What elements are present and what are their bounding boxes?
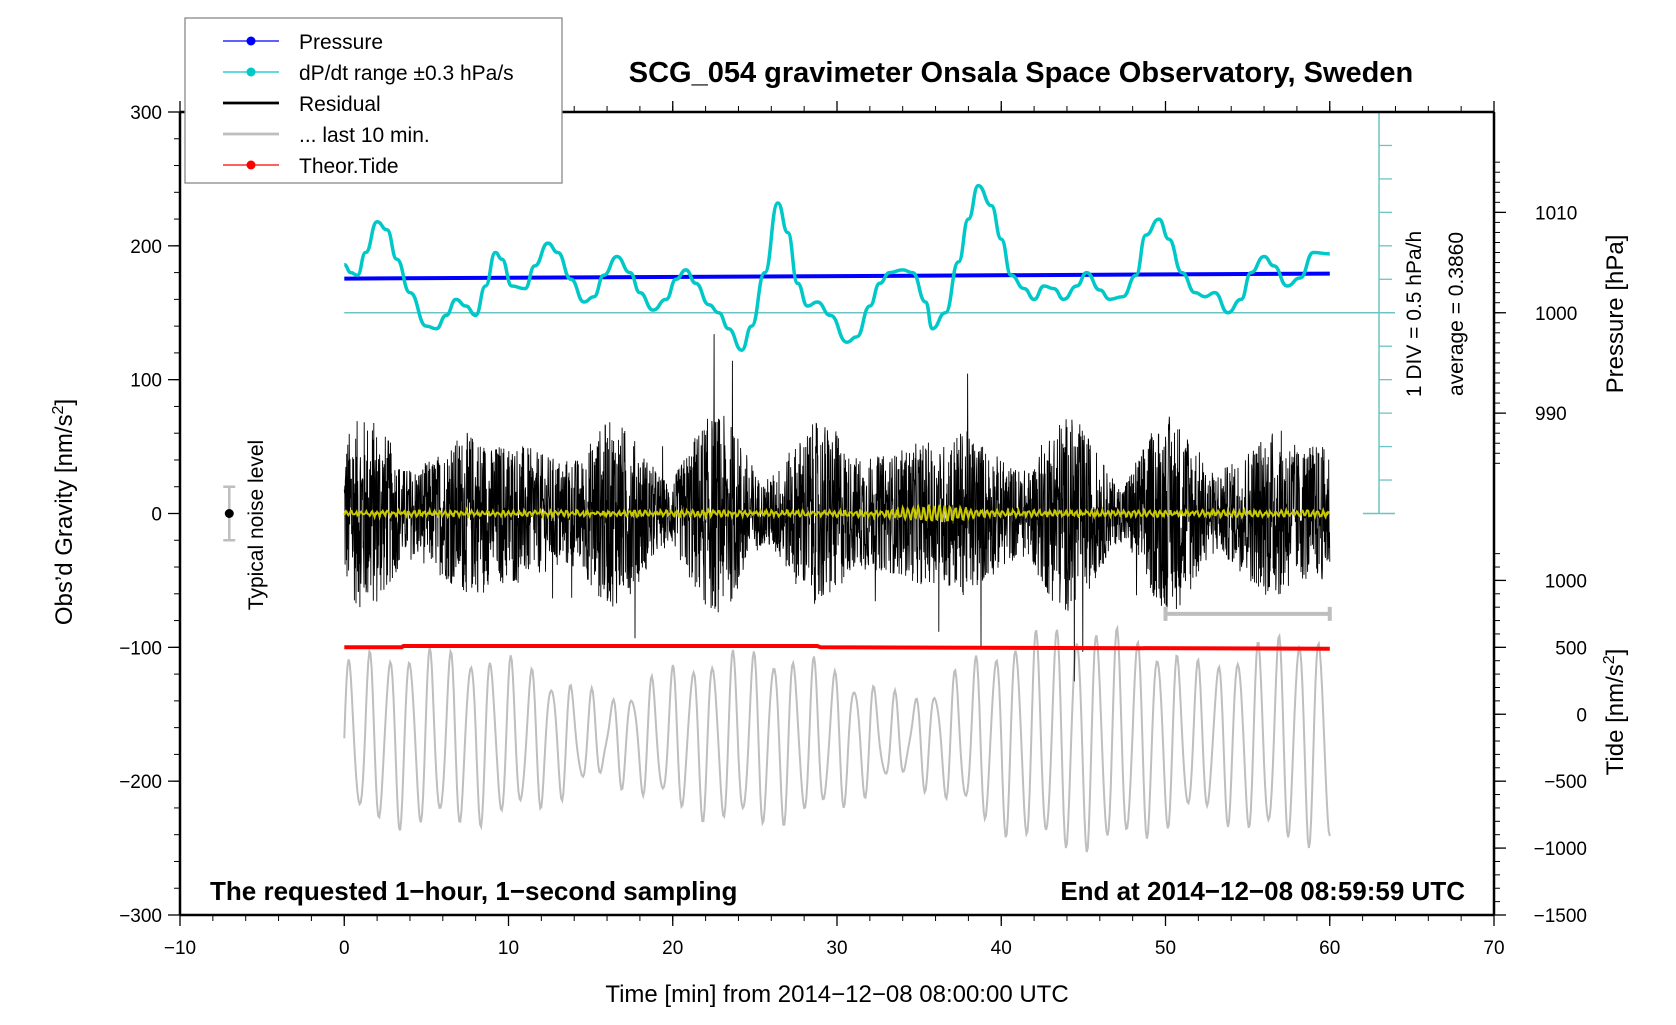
legend-box xyxy=(184,17,563,184)
tide-tick-label: −500 xyxy=(1544,772,1587,793)
legend-marker xyxy=(246,36,256,46)
x-tick-label: 70 xyxy=(1483,938,1504,959)
y-axis-left-title: Obs’d Gravity [nm/s2] xyxy=(50,399,78,625)
y-left-tick-label: −300 xyxy=(119,906,162,927)
axes: −10 0 10 20 30 40 50 60 703002001000−100−200−300… xyxy=(119,101,1587,959)
legend-label: Theor.Tide xyxy=(299,155,399,178)
legend-label: ... last 10 min. xyxy=(299,124,430,147)
theor-tide-line xyxy=(344,644,1330,651)
y-left-title-end: ] xyxy=(51,399,78,406)
y-axis-tide-title: Tide [nm/s2] xyxy=(1601,649,1629,776)
y-left-tick-label: 0 xyxy=(151,505,162,526)
pressure-tick-label: 990 xyxy=(1535,404,1567,425)
dpdt-line xyxy=(343,183,1330,352)
residual-line xyxy=(343,334,1331,682)
tide-title-sup: 2 xyxy=(1601,655,1618,664)
tide-title-end: ] xyxy=(1602,649,1629,656)
end-time-note: End at 2014−12−08 08:59:59 UTC xyxy=(1060,876,1465,906)
tide-title-main: Tide [nm/s xyxy=(1602,664,1629,775)
y-left-tick-label: −200 xyxy=(119,772,162,793)
residual-smoothed-line xyxy=(343,503,1331,523)
pressure-tick-label: 1000 xyxy=(1535,304,1577,325)
legend-label: dP/dt range ±0.3 hPa/s xyxy=(299,62,514,85)
sampling-note: The requested 1−hour, 1−second sampling xyxy=(210,876,737,906)
tide-tick-label: 0 xyxy=(1576,705,1587,726)
x-tick-label: 0 xyxy=(339,938,350,959)
legend: Pressure dP/dt range ±0.3 hPa/s Residual..… xyxy=(184,17,563,184)
tide-grey-line xyxy=(343,624,1331,853)
noise-point xyxy=(224,509,234,518)
y-axis-pressure-title: Pressure [hPa] xyxy=(1602,235,1629,394)
legend-label: Residual xyxy=(299,93,381,116)
y-left-tick-label: 300 xyxy=(130,103,162,124)
legend-marker xyxy=(246,160,256,170)
plot-area xyxy=(223,111,1396,853)
tide-tick-label: −1000 xyxy=(1534,839,1587,860)
dpdt-average-label: average = 0.3860 xyxy=(1445,232,1468,396)
y-left-title-sup: 2 xyxy=(50,405,67,414)
legend-marker xyxy=(246,67,256,77)
x-tick-label: 40 xyxy=(991,938,1012,959)
pressure-tick-label: 1010 xyxy=(1535,203,1577,224)
tide-tick-label: −1500 xyxy=(1534,906,1587,927)
x-tick-label: 60 xyxy=(1319,938,1340,959)
x-axis-title: Time [min] from 2014−12−08 08:00:00 UTC xyxy=(605,981,1068,1008)
tide-tick-label: 1000 xyxy=(1545,571,1587,592)
x-tick-label: 20 xyxy=(662,938,683,959)
y-left-tick-label: −100 xyxy=(119,638,162,659)
x-tick-label: −10 xyxy=(164,938,196,959)
legend-label: Pressure xyxy=(299,31,383,54)
tide-tick-label: 500 xyxy=(1555,638,1587,659)
noise-level-label: Typical noise level xyxy=(245,440,268,610)
x-tick-label: 30 xyxy=(826,938,847,959)
dpdt-div-label: 1 DIV = 0.5 hPa/h xyxy=(1403,231,1426,397)
chart-title: SCG_054 gravimeter Onsala Space Observat… xyxy=(629,57,1413,89)
y-left-tick-label: 100 xyxy=(130,371,162,392)
y-left-title-main: Obs’d Gravity [nm/s xyxy=(51,414,78,625)
x-tick-label: 10 xyxy=(498,938,519,959)
y-left-tick-label: 200 xyxy=(130,237,162,258)
x-tick-label: 50 xyxy=(1155,938,1176,959)
